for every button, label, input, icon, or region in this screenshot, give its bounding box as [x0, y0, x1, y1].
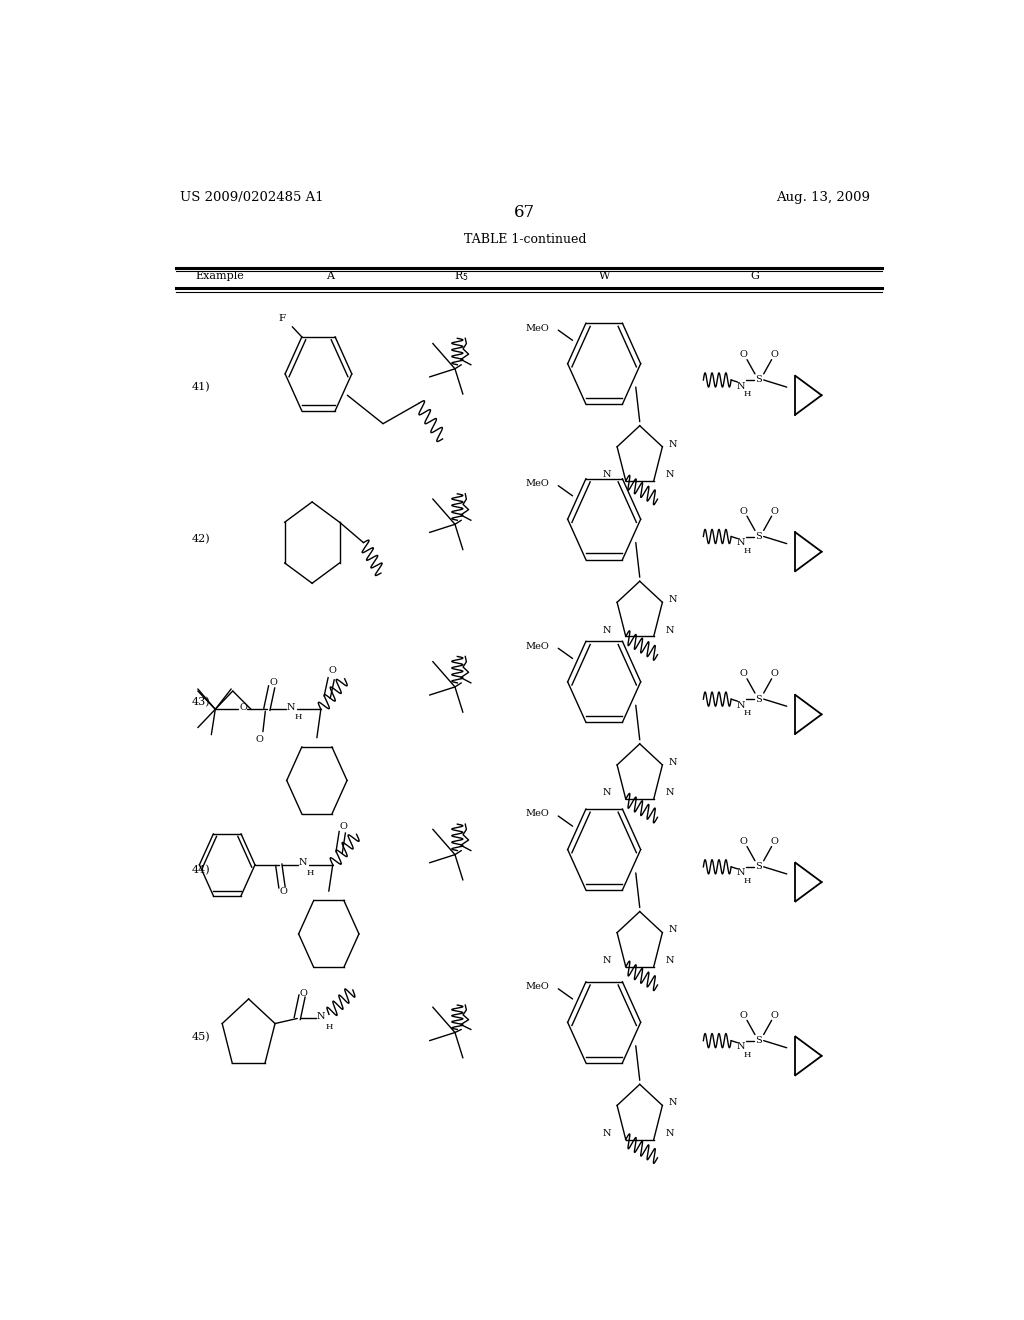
Text: F: F — [279, 314, 286, 323]
Text: N: N — [298, 858, 307, 867]
Text: TABLE 1-continued: TABLE 1-continued — [464, 234, 586, 247]
Text: N: N — [669, 440, 677, 449]
Text: N: N — [602, 626, 610, 635]
Text: 42): 42) — [191, 535, 210, 545]
Text: N: N — [602, 1129, 610, 1138]
Text: S: S — [756, 532, 762, 541]
Text: 43): 43) — [191, 697, 210, 708]
Text: N: N — [736, 1043, 744, 1051]
Text: O: O — [340, 821, 348, 830]
Text: Example: Example — [196, 272, 244, 281]
Text: N: N — [666, 956, 674, 965]
Text: H: H — [743, 876, 751, 886]
Text: O: O — [269, 678, 278, 688]
Text: N: N — [669, 758, 677, 767]
Text: N: N — [736, 539, 744, 546]
Text: N: N — [316, 1012, 326, 1020]
Text: O: O — [255, 735, 263, 744]
Text: US 2009/0202485 A1: US 2009/0202485 A1 — [179, 190, 324, 203]
Text: O: O — [739, 1011, 746, 1020]
Text: O: O — [739, 837, 746, 846]
Text: O: O — [771, 1011, 778, 1020]
Text: N: N — [669, 1098, 677, 1107]
Text: N: N — [666, 1129, 674, 1138]
Text: Aug. 13, 2009: Aug. 13, 2009 — [776, 190, 870, 203]
Text: N: N — [602, 956, 610, 965]
Text: O: O — [739, 507, 746, 516]
Text: H: H — [743, 391, 751, 399]
Text: R$_5$: R$_5$ — [454, 269, 469, 284]
Text: N: N — [669, 595, 677, 605]
Text: 45): 45) — [191, 1032, 210, 1043]
Text: O: O — [771, 837, 778, 846]
Text: N: N — [736, 701, 744, 710]
Text: O: O — [739, 350, 746, 359]
Text: H: H — [295, 713, 302, 722]
Text: MeO: MeO — [525, 982, 549, 991]
Text: O: O — [240, 702, 248, 711]
Text: O: O — [771, 507, 778, 516]
Text: H: H — [326, 1023, 333, 1031]
Text: 41): 41) — [191, 381, 210, 392]
Text: S: S — [756, 375, 762, 384]
Text: O: O — [771, 350, 778, 359]
Text: MeO: MeO — [525, 323, 549, 333]
Text: H: H — [307, 869, 314, 876]
Text: G: G — [751, 272, 760, 281]
Text: A: A — [327, 272, 335, 281]
Text: O: O — [300, 989, 307, 998]
Text: S: S — [756, 1036, 762, 1045]
Text: 67: 67 — [514, 203, 536, 220]
Text: N: N — [669, 925, 677, 935]
Text: O: O — [280, 887, 288, 896]
Text: MeO: MeO — [525, 479, 549, 488]
Text: H: H — [743, 1051, 751, 1059]
Text: N: N — [666, 470, 674, 479]
Text: N: N — [666, 788, 674, 797]
Text: N: N — [287, 702, 295, 711]
Text: N: N — [666, 626, 674, 635]
Text: S: S — [756, 694, 762, 704]
Text: N: N — [602, 788, 610, 797]
Text: W: W — [598, 272, 610, 281]
Text: H: H — [743, 709, 751, 717]
Text: O: O — [771, 669, 778, 678]
Text: N: N — [736, 869, 744, 878]
Text: N: N — [602, 470, 610, 479]
Text: MeO: MeO — [525, 642, 549, 651]
Text: O: O — [329, 667, 337, 675]
Text: N: N — [736, 381, 744, 391]
Text: H: H — [743, 546, 751, 554]
Text: O: O — [739, 669, 746, 678]
Text: S: S — [756, 862, 762, 871]
Text: 44): 44) — [191, 865, 210, 875]
Text: MeO: MeO — [525, 809, 549, 818]
